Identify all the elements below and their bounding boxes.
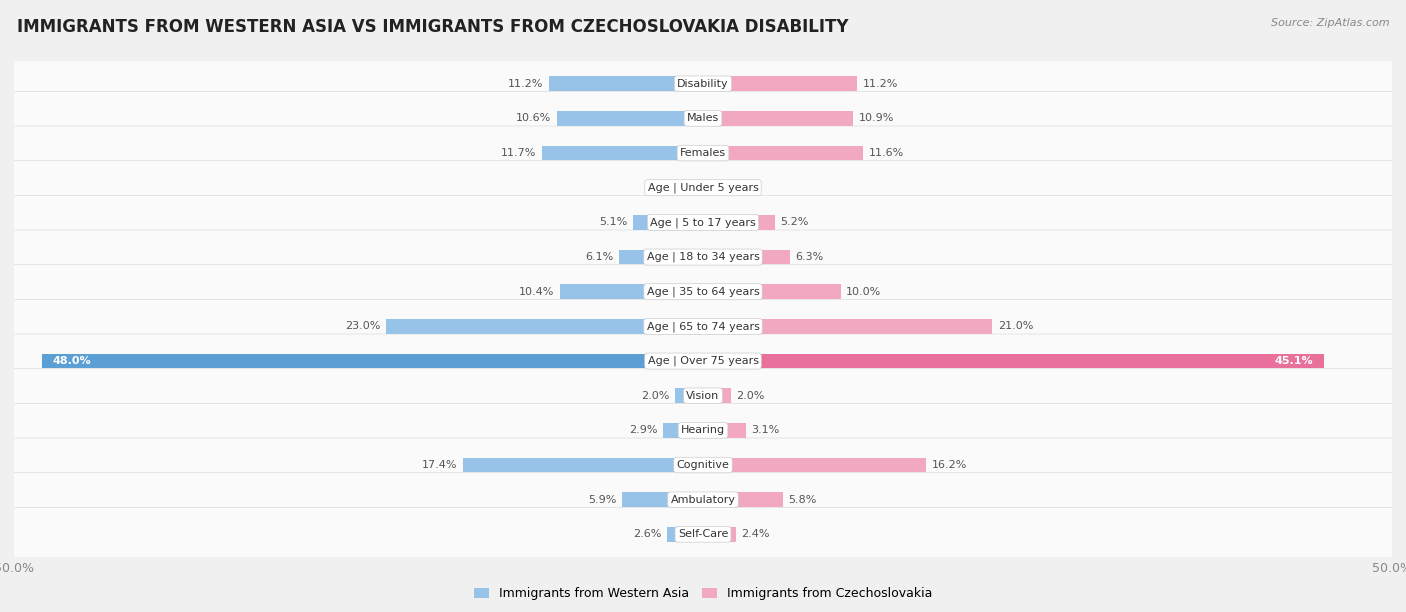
Text: 10.4%: 10.4% xyxy=(519,287,554,297)
Text: Self-Care: Self-Care xyxy=(678,529,728,539)
Text: 11.2%: 11.2% xyxy=(508,79,543,89)
FancyBboxPatch shape xyxy=(3,403,1403,457)
Bar xyxy=(42,354,703,368)
Text: Cognitive: Cognitive xyxy=(676,460,730,470)
Text: 2.0%: 2.0% xyxy=(641,390,669,401)
Bar xyxy=(703,423,745,438)
FancyBboxPatch shape xyxy=(3,230,1403,284)
Bar xyxy=(703,181,720,195)
FancyBboxPatch shape xyxy=(3,161,1403,215)
Text: 10.6%: 10.6% xyxy=(516,113,551,124)
Bar xyxy=(557,111,703,125)
Text: 6.1%: 6.1% xyxy=(585,252,613,262)
Text: 1.1%: 1.1% xyxy=(654,183,682,193)
Text: 11.7%: 11.7% xyxy=(501,148,536,158)
Bar xyxy=(703,319,993,334)
FancyBboxPatch shape xyxy=(3,334,1403,388)
Bar xyxy=(621,493,703,507)
Bar xyxy=(548,76,703,91)
FancyBboxPatch shape xyxy=(3,299,1403,354)
Text: Age | 18 to 34 years: Age | 18 to 34 years xyxy=(647,252,759,263)
Bar xyxy=(703,111,853,125)
Bar xyxy=(703,146,863,160)
Bar xyxy=(703,493,783,507)
Bar xyxy=(703,458,927,472)
Text: Age | 35 to 64 years: Age | 35 to 64 years xyxy=(647,286,759,297)
Bar xyxy=(560,285,703,299)
Bar xyxy=(703,76,858,91)
Text: 2.9%: 2.9% xyxy=(628,425,658,435)
Text: Hearing: Hearing xyxy=(681,425,725,435)
Text: 10.9%: 10.9% xyxy=(859,113,894,124)
Text: IMMIGRANTS FROM WESTERN ASIA VS IMMIGRANTS FROM CZECHOSLOVAKIA DISABILITY: IMMIGRANTS FROM WESTERN ASIA VS IMMIGRAN… xyxy=(17,18,848,36)
Bar xyxy=(703,354,1324,368)
Text: Vision: Vision xyxy=(686,390,720,401)
Bar xyxy=(668,527,703,542)
Text: Females: Females xyxy=(681,148,725,158)
Text: 2.0%: 2.0% xyxy=(737,390,765,401)
FancyBboxPatch shape xyxy=(3,57,1403,111)
FancyBboxPatch shape xyxy=(3,472,1403,527)
Bar xyxy=(675,389,703,403)
Text: 11.6%: 11.6% xyxy=(869,148,904,158)
Text: 21.0%: 21.0% xyxy=(998,321,1033,331)
Text: 6.3%: 6.3% xyxy=(796,252,824,262)
Bar xyxy=(703,250,790,264)
Text: Age | 5 to 17 years: Age | 5 to 17 years xyxy=(650,217,756,228)
Text: Source: ZipAtlas.com: Source: ZipAtlas.com xyxy=(1271,18,1389,28)
Text: Age | 65 to 74 years: Age | 65 to 74 years xyxy=(647,321,759,332)
Bar xyxy=(703,527,737,542)
Bar xyxy=(703,215,775,230)
FancyBboxPatch shape xyxy=(3,91,1403,146)
FancyBboxPatch shape xyxy=(3,507,1403,561)
Bar xyxy=(619,250,703,264)
Text: 23.0%: 23.0% xyxy=(346,321,381,331)
FancyBboxPatch shape xyxy=(3,126,1403,180)
Text: Age | Under 5 years: Age | Under 5 years xyxy=(648,182,758,193)
Text: 17.4%: 17.4% xyxy=(422,460,458,470)
Text: 5.1%: 5.1% xyxy=(599,217,627,228)
Text: 10.0%: 10.0% xyxy=(846,287,882,297)
Bar xyxy=(633,215,703,230)
FancyBboxPatch shape xyxy=(3,368,1403,423)
FancyBboxPatch shape xyxy=(3,195,1403,250)
Text: 2.6%: 2.6% xyxy=(633,529,662,539)
Text: Age | Over 75 years: Age | Over 75 years xyxy=(648,356,758,367)
Text: 48.0%: 48.0% xyxy=(52,356,91,366)
Text: 5.9%: 5.9% xyxy=(588,494,616,505)
Text: 16.2%: 16.2% xyxy=(932,460,967,470)
Bar xyxy=(703,285,841,299)
Bar xyxy=(688,181,703,195)
Bar xyxy=(387,319,703,334)
Text: Disability: Disability xyxy=(678,79,728,89)
Text: Males: Males xyxy=(688,113,718,124)
Legend: Immigrants from Western Asia, Immigrants from Czechoslovakia: Immigrants from Western Asia, Immigrants… xyxy=(470,582,936,605)
Text: 5.2%: 5.2% xyxy=(780,217,808,228)
FancyBboxPatch shape xyxy=(3,264,1403,319)
Bar xyxy=(541,146,703,160)
Text: 11.2%: 11.2% xyxy=(863,79,898,89)
Text: Ambulatory: Ambulatory xyxy=(671,494,735,505)
Text: 5.8%: 5.8% xyxy=(789,494,817,505)
Text: 3.1%: 3.1% xyxy=(751,425,779,435)
Bar xyxy=(703,389,731,403)
Bar xyxy=(664,423,703,438)
Text: 1.2%: 1.2% xyxy=(725,183,754,193)
FancyBboxPatch shape xyxy=(3,438,1403,492)
Text: 2.4%: 2.4% xyxy=(741,529,770,539)
Text: 45.1%: 45.1% xyxy=(1275,356,1313,366)
Bar xyxy=(463,458,703,472)
